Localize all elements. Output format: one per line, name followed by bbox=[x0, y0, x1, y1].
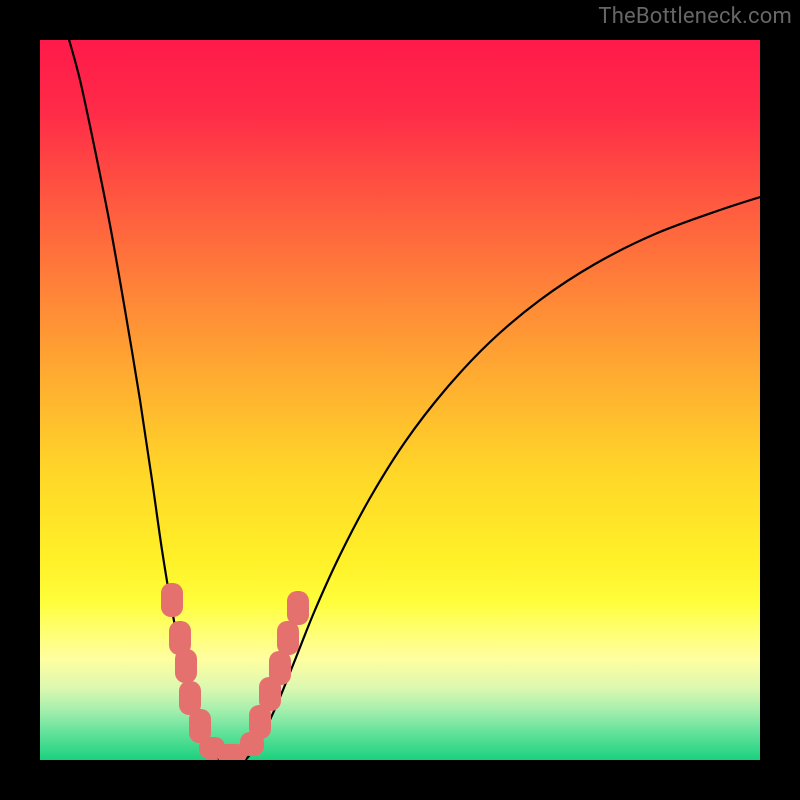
bottleneck-chart bbox=[0, 0, 800, 800]
chart-container: TheBottleneck.com bbox=[0, 0, 800, 800]
plot-area bbox=[40, 40, 760, 760]
data-marker bbox=[175, 649, 197, 683]
data-marker bbox=[287, 591, 309, 625]
data-marker bbox=[269, 651, 291, 685]
data-marker bbox=[161, 583, 183, 617]
watermark-text: TheBottleneck.com bbox=[598, 4, 792, 29]
data-marker bbox=[277, 621, 299, 655]
